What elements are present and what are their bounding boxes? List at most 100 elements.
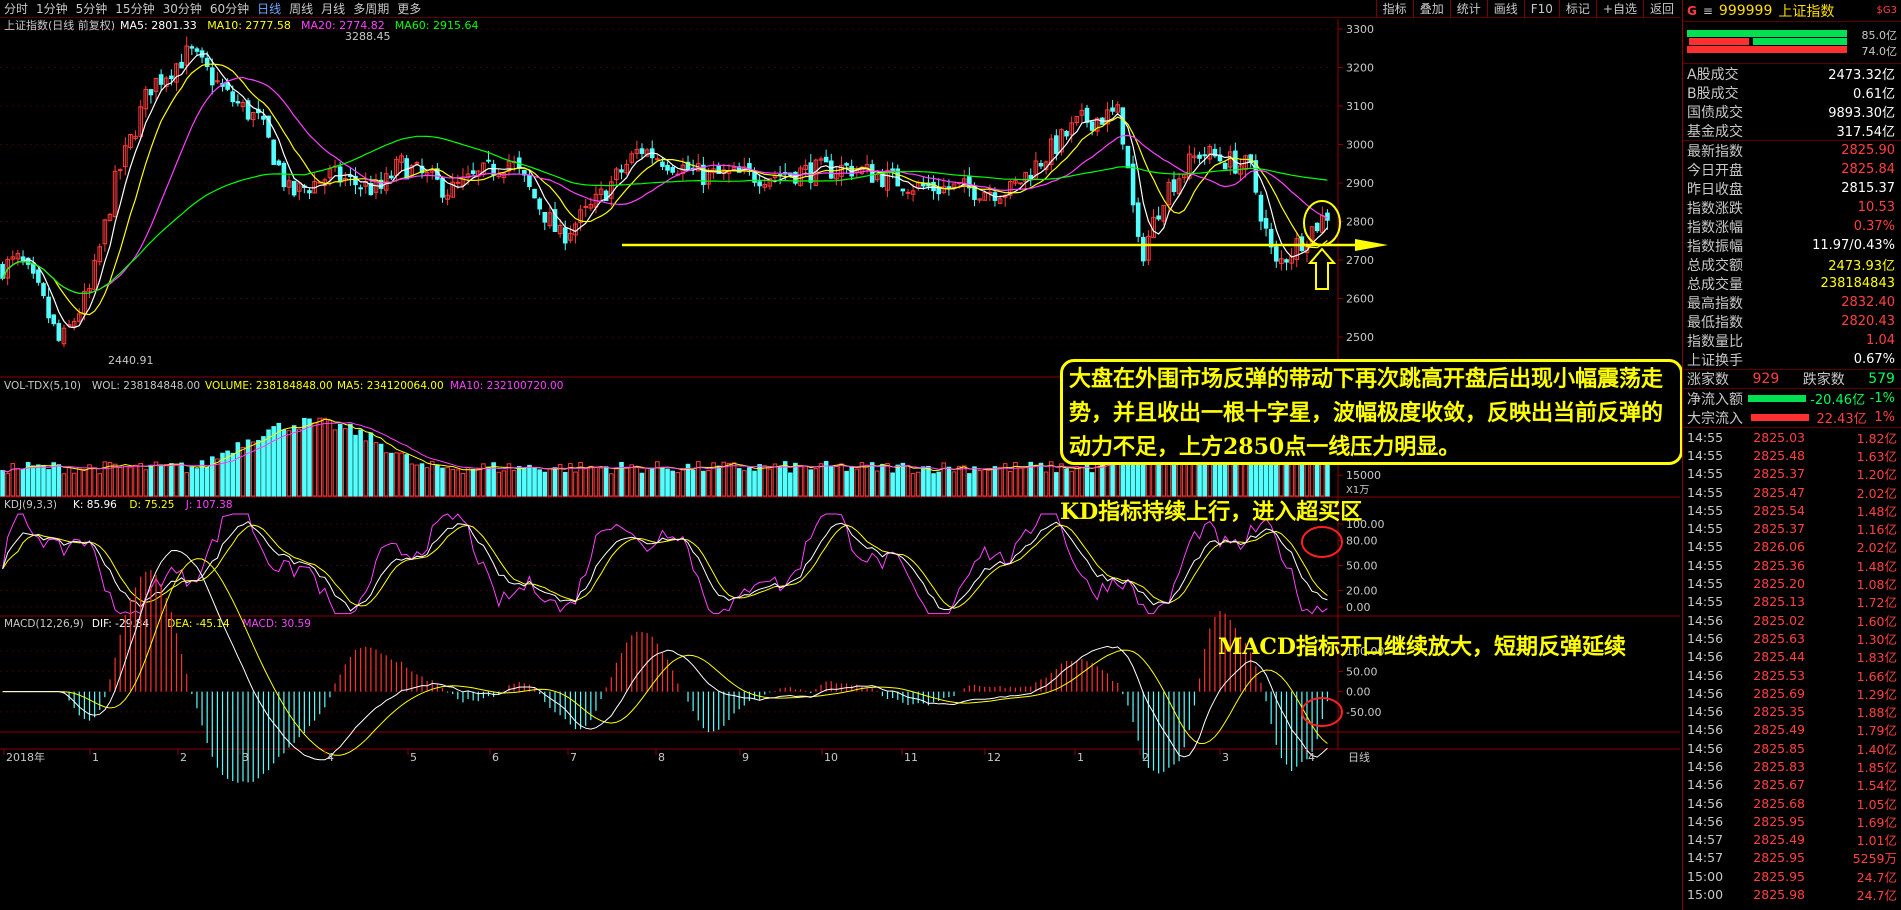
volume-bar	[552, 467, 558, 497]
candle-body	[440, 177, 445, 198]
low-marker: 2440.91	[108, 354, 154, 367]
price-axis-label: 3100	[1346, 100, 1374, 113]
candle-body	[1294, 238, 1300, 260]
candle-body	[839, 164, 844, 177]
period-tab[interactable]: 1分钟	[36, 1, 68, 16]
candle-body	[762, 183, 768, 188]
tick-amount: 1.85亿	[1856, 760, 1897, 775]
volume-bar	[409, 463, 415, 497]
tick-row: 14:56 2825.68 1.05亿	[1683, 794, 1901, 812]
period-tab[interactable]: 15分钟	[115, 1, 155, 16]
tick-amount: 1.69亿	[1856, 814, 1897, 830]
candle-body	[358, 187, 363, 190]
period-tab[interactable]: 5分钟	[75, 1, 108, 16]
price-axis-label: 3300	[1346, 23, 1374, 36]
volume-bar	[491, 462, 496, 497]
tool-button[interactable]: 叠加	[1412, 0, 1450, 18]
bar-value-2: 74.0亿	[1861, 45, 1898, 58]
tick-row: 14:55 2825.54 1.48亿	[1683, 501, 1901, 519]
candle-body	[562, 227, 568, 244]
candle-body	[281, 162, 287, 188]
stat-row: B股成交 0.61亿	[1683, 83, 1901, 103]
volume-bar	[389, 452, 394, 497]
volume-bar	[752, 470, 757, 497]
period-tab[interactable]: 60分钟	[209, 1, 250, 16]
volume-bar	[419, 463, 425, 497]
price-axis-label: 2800	[1346, 216, 1374, 229]
volume-bar	[250, 441, 256, 497]
menu-icon[interactable]: ≡	[1702, 3, 1713, 18]
candle-body	[1192, 155, 1197, 159]
period-tab[interactable]: 分时	[4, 1, 29, 16]
vol-unit: X1万	[1346, 485, 1369, 496]
candle-body	[153, 77, 159, 93]
candle-body	[818, 158, 824, 161]
period-tab[interactable]: 30分钟	[162, 1, 202, 16]
tool-button[interactable]: 标记	[1558, 0, 1596, 18]
volume-bar	[327, 420, 333, 497]
volume-bar	[716, 465, 722, 497]
volume-bar	[199, 460, 205, 497]
period-tab[interactable]: 日线	[257, 1, 282, 16]
period-tab[interactable]: 更多	[397, 1, 422, 16]
period-tab[interactable]: 多周期	[353, 1, 390, 16]
tool-button[interactable]: +自选	[1595, 0, 1643, 18]
tick-list[interactable]: 14:55 2825.03 1.82亿 14:55 2825.48 1.63亿 14:55 2…	[1683, 428, 1901, 904]
candle-body	[557, 224, 563, 235]
tool-button[interactable]: 统计	[1449, 0, 1487, 18]
tick-price: 2825.85	[1753, 740, 1805, 756]
candle-body	[1023, 171, 1028, 183]
volume-bar	[71, 472, 77, 497]
ma-label: MA20: 2774.82	[301, 19, 385, 32]
candle-body	[828, 160, 834, 179]
period-tab[interactable]: 周线	[289, 1, 314, 16]
candle-body	[138, 106, 143, 137]
candle-body	[608, 181, 614, 199]
tick-time: 14:55	[1687, 521, 1724, 537]
volume-bar	[302, 417, 307, 497]
volume-bar	[685, 463, 691, 497]
volume-bar	[424, 467, 430, 497]
flow-list: 净流入额 -20.46亿 -1% 大宗流入 22.43亿 1%	[1683, 389, 1901, 428]
volume-bar	[414, 464, 420, 497]
volume-bar	[1054, 472, 1059, 497]
volume-bar	[470, 468, 476, 497]
volume-bar	[87, 464, 92, 497]
tick-time: 14:57	[1687, 850, 1724, 866]
tool-button[interactable]: 画线	[1486, 0, 1524, 18]
candle-body	[148, 89, 154, 96]
tick-amount: 1.48亿	[1856, 558, 1897, 574]
volume-bar	[496, 471, 502, 497]
volume-bar	[537, 469, 542, 497]
stat-value: 0.37%	[1853, 219, 1895, 234]
volume-bar	[435, 465, 440, 497]
candle-body	[1054, 135, 1059, 154]
tool-button[interactable]: 返回	[1642, 0, 1680, 18]
volume-bar	[184, 472, 190, 497]
tool-button[interactable]: F10	[1523, 0, 1559, 18]
candle-body	[10, 256, 16, 260]
tick-price: 2825.95	[1753, 868, 1805, 884]
tick-amount: 1.83亿	[1856, 650, 1897, 666]
tool-button[interactable]: 指标	[1375, 0, 1413, 18]
tick-price: 2825.54	[1753, 502, 1805, 518]
volume-bar	[522, 468, 527, 497]
volume-bar	[532, 467, 537, 497]
macd-axis-label: -50.00	[1346, 706, 1381, 719]
tick-amount: 5259万	[1852, 851, 1897, 867]
volume-bar	[138, 462, 143, 497]
period-tab[interactable]: 月线	[321, 1, 346, 16]
candle-body	[87, 288, 92, 292]
volume-bar	[342, 428, 348, 497]
volume-bar	[557, 463, 563, 497]
volume-bar	[844, 470, 849, 497]
candle-body	[163, 77, 169, 87]
tick-row: 14:55 2825.36 1.48亿	[1683, 556, 1901, 574]
volume-bar	[194, 468, 200, 497]
volume-bar	[25, 462, 31, 497]
volume-bar	[169, 463, 174, 497]
candle-body	[542, 211, 548, 223]
volume-bar	[711, 462, 716, 497]
tick-row: 14:55 2825.47 2.02亿	[1683, 483, 1901, 501]
tick-time: 14:56	[1687, 704, 1724, 720]
